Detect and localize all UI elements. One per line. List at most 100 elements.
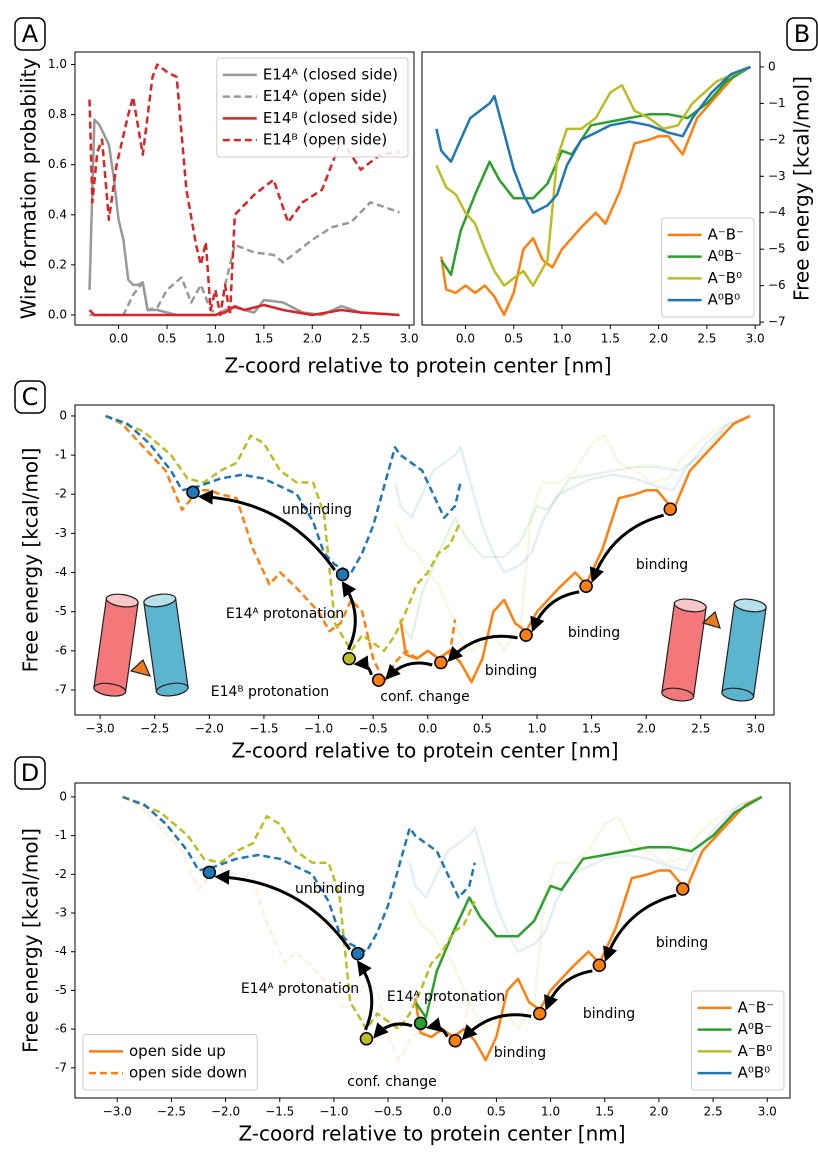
panel-label: B	[794, 20, 810, 48]
series-line	[88, 303, 400, 317]
state-marker	[663, 502, 677, 516]
series-line	[105, 414, 462, 574]
legend-label: A⁰B⁻	[708, 247, 742, 265]
y-axis-label: Free energy [kcal/mol]	[790, 76, 814, 301]
path-arrow	[341, 580, 357, 651]
annotation: E14ᴬ protonation	[387, 989, 505, 1005]
y-tick-label: -4	[55, 944, 67, 958]
state-marker	[359, 1032, 374, 1046]
annotation: binding	[485, 663, 537, 679]
state-marker	[533, 1006, 547, 1021]
x-tick-label: −1.0	[304, 722, 333, 736]
x-axis-label: Z-coord relative to protein center [nm]	[238, 1122, 625, 1146]
panel-label-box	[14, 17, 46, 51]
y-axis-label: Free energy [kcal/mol]	[19, 828, 43, 1053]
path-arrow	[461, 1013, 532, 1041]
state-marker	[448, 1033, 462, 1048]
annotation: binding	[568, 625, 620, 641]
state-marker	[592, 958, 607, 973]
y-tick-label: 0.4	[48, 207, 67, 221]
x-tick-label: 0.0	[109, 332, 128, 346]
y-axis-label: Wire formation probability	[17, 58, 41, 320]
legend: open side up open side down	[82, 1034, 258, 1091]
x-tick-label: 2.0	[637, 722, 656, 736]
x-tick-label: 3.0	[400, 332, 419, 346]
y-tick-label: 0.8	[48, 107, 67, 121]
annotation: E14ᴮ protonation	[211, 684, 329, 700]
plot-frame	[74, 782, 791, 1099]
x-tick-label: −2.0	[211, 1105, 240, 1119]
x-tick-label: 1.5	[601, 332, 620, 346]
path-arrow	[214, 869, 352, 951]
legend-label: E14ᴮ (closed side)	[263, 109, 398, 127]
y-tick-label: -7	[55, 1060, 67, 1074]
plot-frame	[421, 51, 761, 326]
path-arrow	[425, 1017, 449, 1038]
state-marker	[413, 1016, 428, 1031]
annotation: E14ᴬ protonation	[241, 981, 359, 997]
series-line	[105, 414, 462, 653]
legend-box	[661, 217, 755, 318]
path-arrow	[353, 655, 373, 676]
state-marker	[186, 485, 200, 500]
state-marker	[519, 628, 533, 642]
y-tick-label: −2	[768, 132, 786, 146]
path-arrow	[544, 969, 593, 1011]
x-tick-label: 1.0	[206, 332, 225, 346]
legend-label: open side up	[129, 1042, 226, 1060]
y-tick-label: 0.0	[48, 307, 67, 321]
x-tick-label: −0.5	[359, 722, 388, 736]
state-marker	[351, 946, 365, 961]
series-line	[408, 795, 763, 1031]
x-tick-label: −0.5	[374, 1105, 403, 1119]
annotation: unbinding	[295, 881, 365, 897]
y-tick-label: -1	[55, 828, 67, 842]
y-tick-label: -1	[55, 448, 67, 462]
x-tick-label: 1.0	[541, 1105, 560, 1119]
legend-box	[216, 57, 409, 158]
x-tick-label: 0.0	[418, 722, 437, 736]
x-tick-label: −3.0	[103, 1105, 132, 1119]
x-tick-label: 2.0	[649, 1105, 668, 1119]
x-tick-label: 2.5	[691, 722, 710, 736]
x-tick-label: −2.0	[195, 722, 224, 736]
path-arrow	[385, 661, 433, 680]
x-tick-label: 2.5	[697, 332, 716, 346]
x-tick-label: 2.0	[303, 332, 322, 346]
panel-label: C	[22, 383, 39, 411]
y-tick-label: −7	[768, 315, 786, 329]
series-line	[122, 795, 477, 953]
panel-label: D	[21, 759, 39, 787]
x-tick-label: −2.5	[157, 1105, 186, 1119]
path-arrow	[373, 1022, 413, 1039]
legend-label: A⁻B⁰	[738, 1042, 772, 1060]
panel-label-box	[14, 380, 46, 414]
path-arrow	[197, 489, 336, 572]
legend-box	[82, 1034, 258, 1091]
legend: A⁻B⁻ A⁰B⁻ A⁻B⁰ A⁰B⁰	[691, 990, 785, 1091]
y-tick-label: −3	[768, 169, 786, 183]
y-axis-label: Free energy [kcal/mol]	[19, 448, 43, 673]
legend-label: E14ᴬ (closed side)	[263, 65, 398, 83]
x-tick-label: 1.5	[595, 1105, 614, 1119]
cylinders-left	[93, 593, 189, 697]
panel-label: A	[22, 20, 39, 48]
legend-label: E14ᴬ (open side)	[263, 87, 387, 105]
state-marker	[371, 673, 386, 687]
x-tick-label: −1.0	[319, 1105, 348, 1119]
y-tick-label: 0.6	[48, 157, 67, 171]
plot-frame	[74, 404, 775, 716]
cylinders-right	[661, 598, 767, 702]
legend-label: A⁻B⁰	[708, 269, 742, 287]
legend-box	[691, 990, 785, 1091]
y-tick-label: 0.2	[48, 257, 67, 271]
x-tick-label: 1.5	[582, 722, 601, 736]
state-marker	[202, 865, 217, 880]
series-line	[414, 795, 763, 1019]
legend: A⁻B⁻ A⁰B⁻ A⁻B⁰ A⁰B⁰	[661, 217, 755, 318]
y-tick-label: −4	[768, 205, 786, 219]
x-tick-label: −2.5	[140, 722, 169, 736]
state-marker	[335, 567, 350, 582]
path-arrow	[589, 513, 664, 583]
